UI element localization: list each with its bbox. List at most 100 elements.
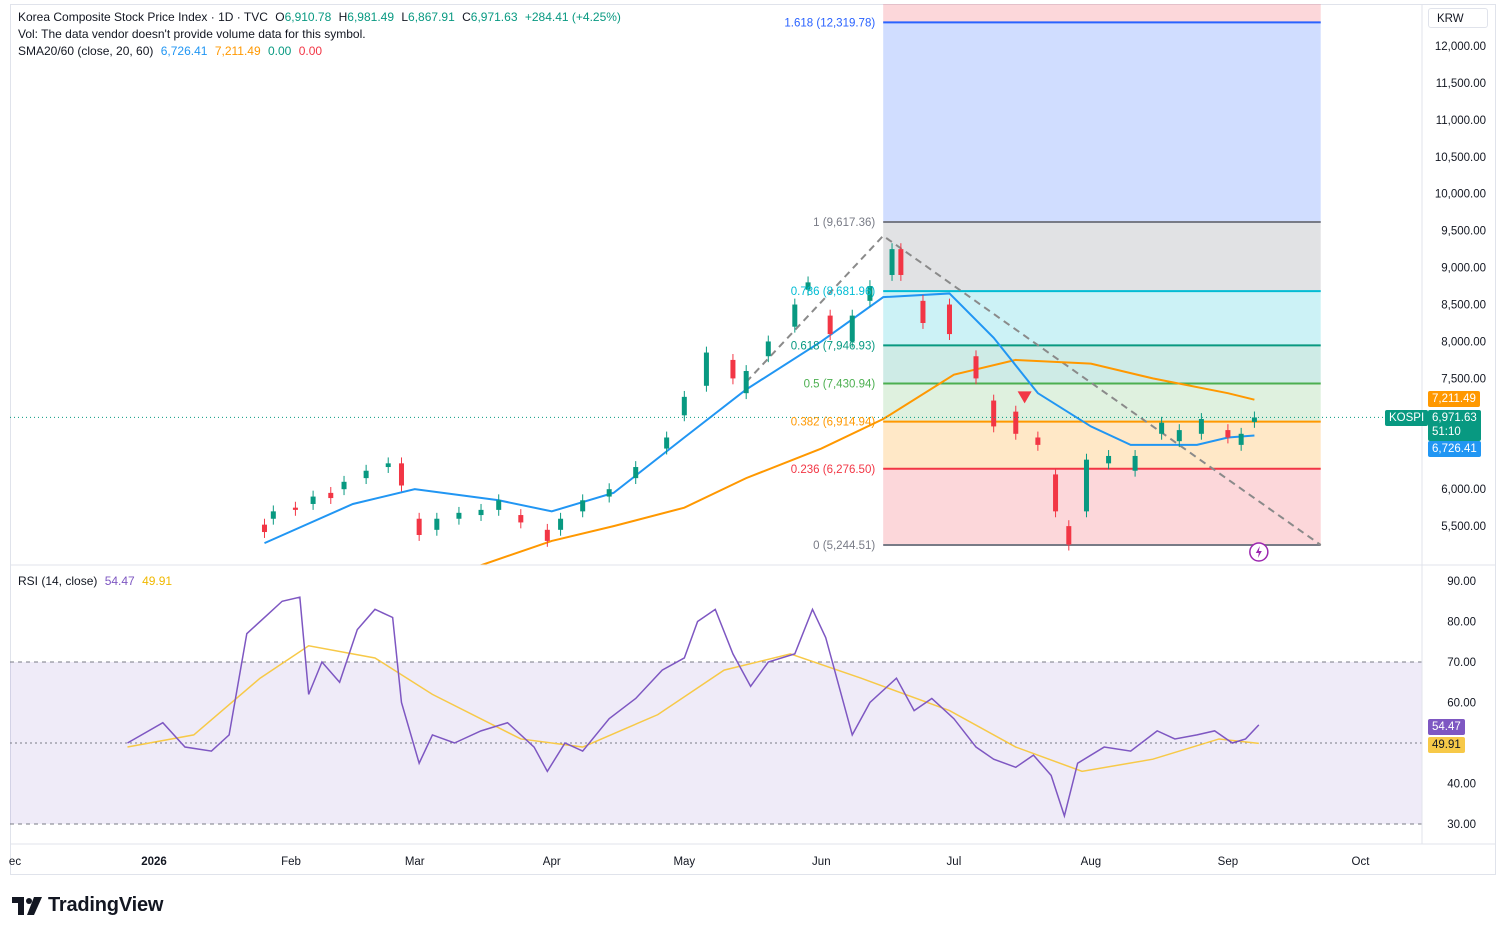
low-label: L	[401, 10, 409, 24]
candle-body	[1176, 430, 1182, 442]
candle-body	[328, 492, 334, 499]
candle-body	[1035, 437, 1041, 445]
fib-level-label: 0.5 (7,430.94)	[804, 378, 876, 390]
candle-body	[1053, 474, 1059, 512]
price-axis-label: 6,000.00	[1441, 484, 1486, 496]
candle-body	[1106, 455, 1112, 464]
time-axis-label: Mar	[405, 856, 425, 868]
rsi-value: 54.47	[104, 574, 135, 588]
axes: 12,000.00 11,500.00 11,000.00 10,500.00 10,0…	[9, 4, 1496, 868]
sma20-price-tag: 6,726.41	[1428, 441, 1481, 457]
fib-zone	[883, 468, 1321, 545]
fib-level-label: 0.786 (8,681.96)	[791, 286, 876, 298]
candle-body	[1225, 430, 1231, 438]
rsi-legend[interactable]: RSI (14, close) 54.47 49.91	[18, 573, 176, 589]
candle-body	[867, 286, 873, 301]
time-axis-label: May	[673, 856, 695, 868]
fib-level-label: 0.618 (7,946.93)	[791, 340, 876, 352]
candle-body	[385, 463, 391, 468]
sma-legend[interactable]: SMA20/60 (close, 20, 60) 6,726.41 7,211.…	[18, 43, 326, 59]
rsi-ma-value: 49.91	[142, 574, 173, 588]
candle-body	[416, 518, 422, 535]
rsi-label: RSI (14, close)	[18, 574, 98, 588]
candle-body	[920, 300, 926, 323]
candle-body	[765, 341, 771, 357]
candle-body	[580, 500, 586, 512]
candle-body	[558, 518, 564, 530]
sma20-value: 6,726.41	[160, 44, 208, 58]
time-axis-label: 2026	[141, 856, 167, 868]
high-value: 6,981.49	[347, 10, 395, 24]
candle-body	[827, 315, 833, 335]
time-axis-label: ec	[9, 856, 21, 868]
price-pane: 1.618 (12,319.78) 1 (9,617.36) 0.786 (8,68…	[10, 4, 1422, 565]
time-axis-label: Feb	[281, 856, 301, 868]
rsi-pane	[10, 596, 1422, 825]
vol-legend: Vol: The data vendor doesn't provide vol…	[18, 26, 370, 42]
candle-body	[1013, 411, 1019, 434]
candle-body	[434, 518, 440, 530]
sma60-price-tag: 7,211.49	[1428, 391, 1480, 407]
ohlc-legend: Korea Composite Stock Price Index · 1D ·…	[18, 9, 625, 25]
candle-body	[270, 511, 276, 519]
candle-body	[1066, 526, 1072, 545]
candle-body	[292, 507, 298, 510]
price-axis-label: 7,500.00	[1441, 373, 1486, 385]
fib-zone	[883, 222, 1321, 292]
fib-zone	[883, 421, 1321, 469]
price-axis-label: 8,500.00	[1441, 300, 1486, 312]
price-plot	[261, 4, 1322, 565]
sma60-line	[478, 358, 1255, 565]
close-value: 6,971.63	[470, 10, 518, 24]
candle-body	[456, 512, 462, 519]
candle-body	[398, 463, 404, 486]
candle-body	[849, 315, 855, 342]
chart-frame	[10, 4, 1496, 875]
symbol-tag: KOSPI	[1385, 410, 1429, 426]
candle-body	[681, 396, 687, 416]
price-axis-label: 9,000.00	[1441, 263, 1486, 275]
candle-body	[743, 371, 749, 394]
candle-body	[1238, 433, 1244, 445]
candle-body	[1198, 419, 1204, 434]
symbol-title[interactable]: Korea Composite Stock Price Index · 1D ·…	[18, 10, 268, 24]
sma-value-3: 0.00	[267, 44, 292, 58]
price-axis-label: 10,500.00	[1435, 152, 1486, 164]
candle-body	[341, 481, 347, 490]
rsi-axis-label: 60.00	[1447, 698, 1476, 710]
sma60-value: 7,211.49	[214, 44, 261, 58]
price-axis-label: 10,000.00	[1435, 189, 1486, 201]
open-label: O	[275, 10, 285, 24]
candle-body	[946, 304, 952, 335]
sell-arrow-icon	[1017, 391, 1032, 404]
fib-level-label: 0.236 (6,276.50)	[791, 464, 876, 476]
sma-value-4: 0.00	[298, 44, 323, 58]
vol-note: Vol: The data vendor doesn't provide vol…	[18, 27, 366, 41]
rsi-axis-label: 70.00	[1447, 657, 1476, 669]
time-axis-label: Jul	[947, 856, 962, 868]
time-axis-label: Oct	[1352, 856, 1371, 868]
tradingview-logo[interactable]: TradingView	[12, 894, 163, 917]
rsi-axis-label: 30.00	[1447, 819, 1476, 831]
last-price: 6,971.63	[1432, 412, 1477, 424]
rsi-axis-label: 90.00	[1447, 576, 1476, 588]
candle-body	[310, 496, 316, 504]
price-axis-label: 8,000.00	[1441, 336, 1486, 348]
time-axis-label: Apr	[543, 856, 561, 868]
sma-label: SMA20/60 (close, 20, 60)	[18, 44, 154, 58]
low-value: 6,867.91	[408, 10, 455, 24]
candle-body	[261, 524, 267, 533]
rsi-tag: 54.47	[1428, 719, 1465, 735]
currency-selector[interactable]: KRW	[1428, 8, 1488, 28]
time-axis-label: Aug	[1081, 856, 1101, 868]
fib-zone	[883, 345, 1321, 384]
fib-level-label: 0.382 (6,914.94)	[791, 417, 876, 429]
logo-text: TradingView	[48, 894, 164, 916]
fib-level-label: 1 (9,617.36)	[813, 217, 875, 229]
candle-body	[633, 467, 639, 479]
candle-body	[889, 249, 895, 275]
bar-countdown: 51:10	[1432, 426, 1461, 438]
price-axis-label: 12,000.00	[1435, 41, 1486, 53]
price-axis-label: 11,000.00	[1436, 115, 1486, 127]
